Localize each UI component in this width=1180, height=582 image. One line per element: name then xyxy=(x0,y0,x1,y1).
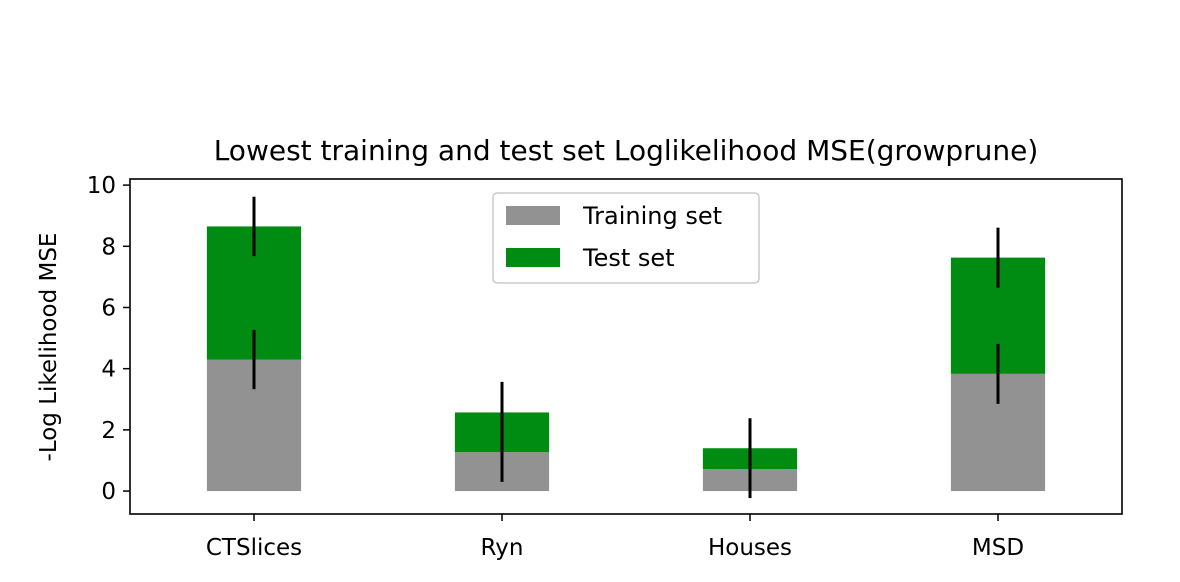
legend-label-test: Test set xyxy=(582,244,675,272)
chart-title: Lowest training and test set Loglikeliho… xyxy=(214,134,1039,167)
x-tick-label: MSD xyxy=(972,535,1024,561)
legend-swatch-training xyxy=(506,206,560,225)
y-axis-label: -Log Likelihood MSE xyxy=(36,233,62,462)
legend-label-training: Training set xyxy=(582,202,722,230)
y-tick-label: 4 xyxy=(101,357,116,383)
legend: Training set Test set xyxy=(492,192,760,284)
legend-swatch-test xyxy=(506,248,560,267)
x-tick-label: Ryn xyxy=(481,535,524,561)
y-tick-label: 8 xyxy=(101,234,116,260)
y-tick-label: 10 xyxy=(87,173,116,199)
x-tick-label: Houses xyxy=(708,535,792,561)
y-tick-label: 6 xyxy=(101,295,116,321)
y-tick-label: 2 xyxy=(101,418,116,444)
plot-frame xyxy=(129,178,1123,515)
y-tick-label: 0 xyxy=(101,479,116,505)
x-tick-label: CTSlices xyxy=(206,535,302,561)
plot-area: 0 2 4 6 8 10 CTSlices Ryn Houses MSD xyxy=(87,173,1123,561)
